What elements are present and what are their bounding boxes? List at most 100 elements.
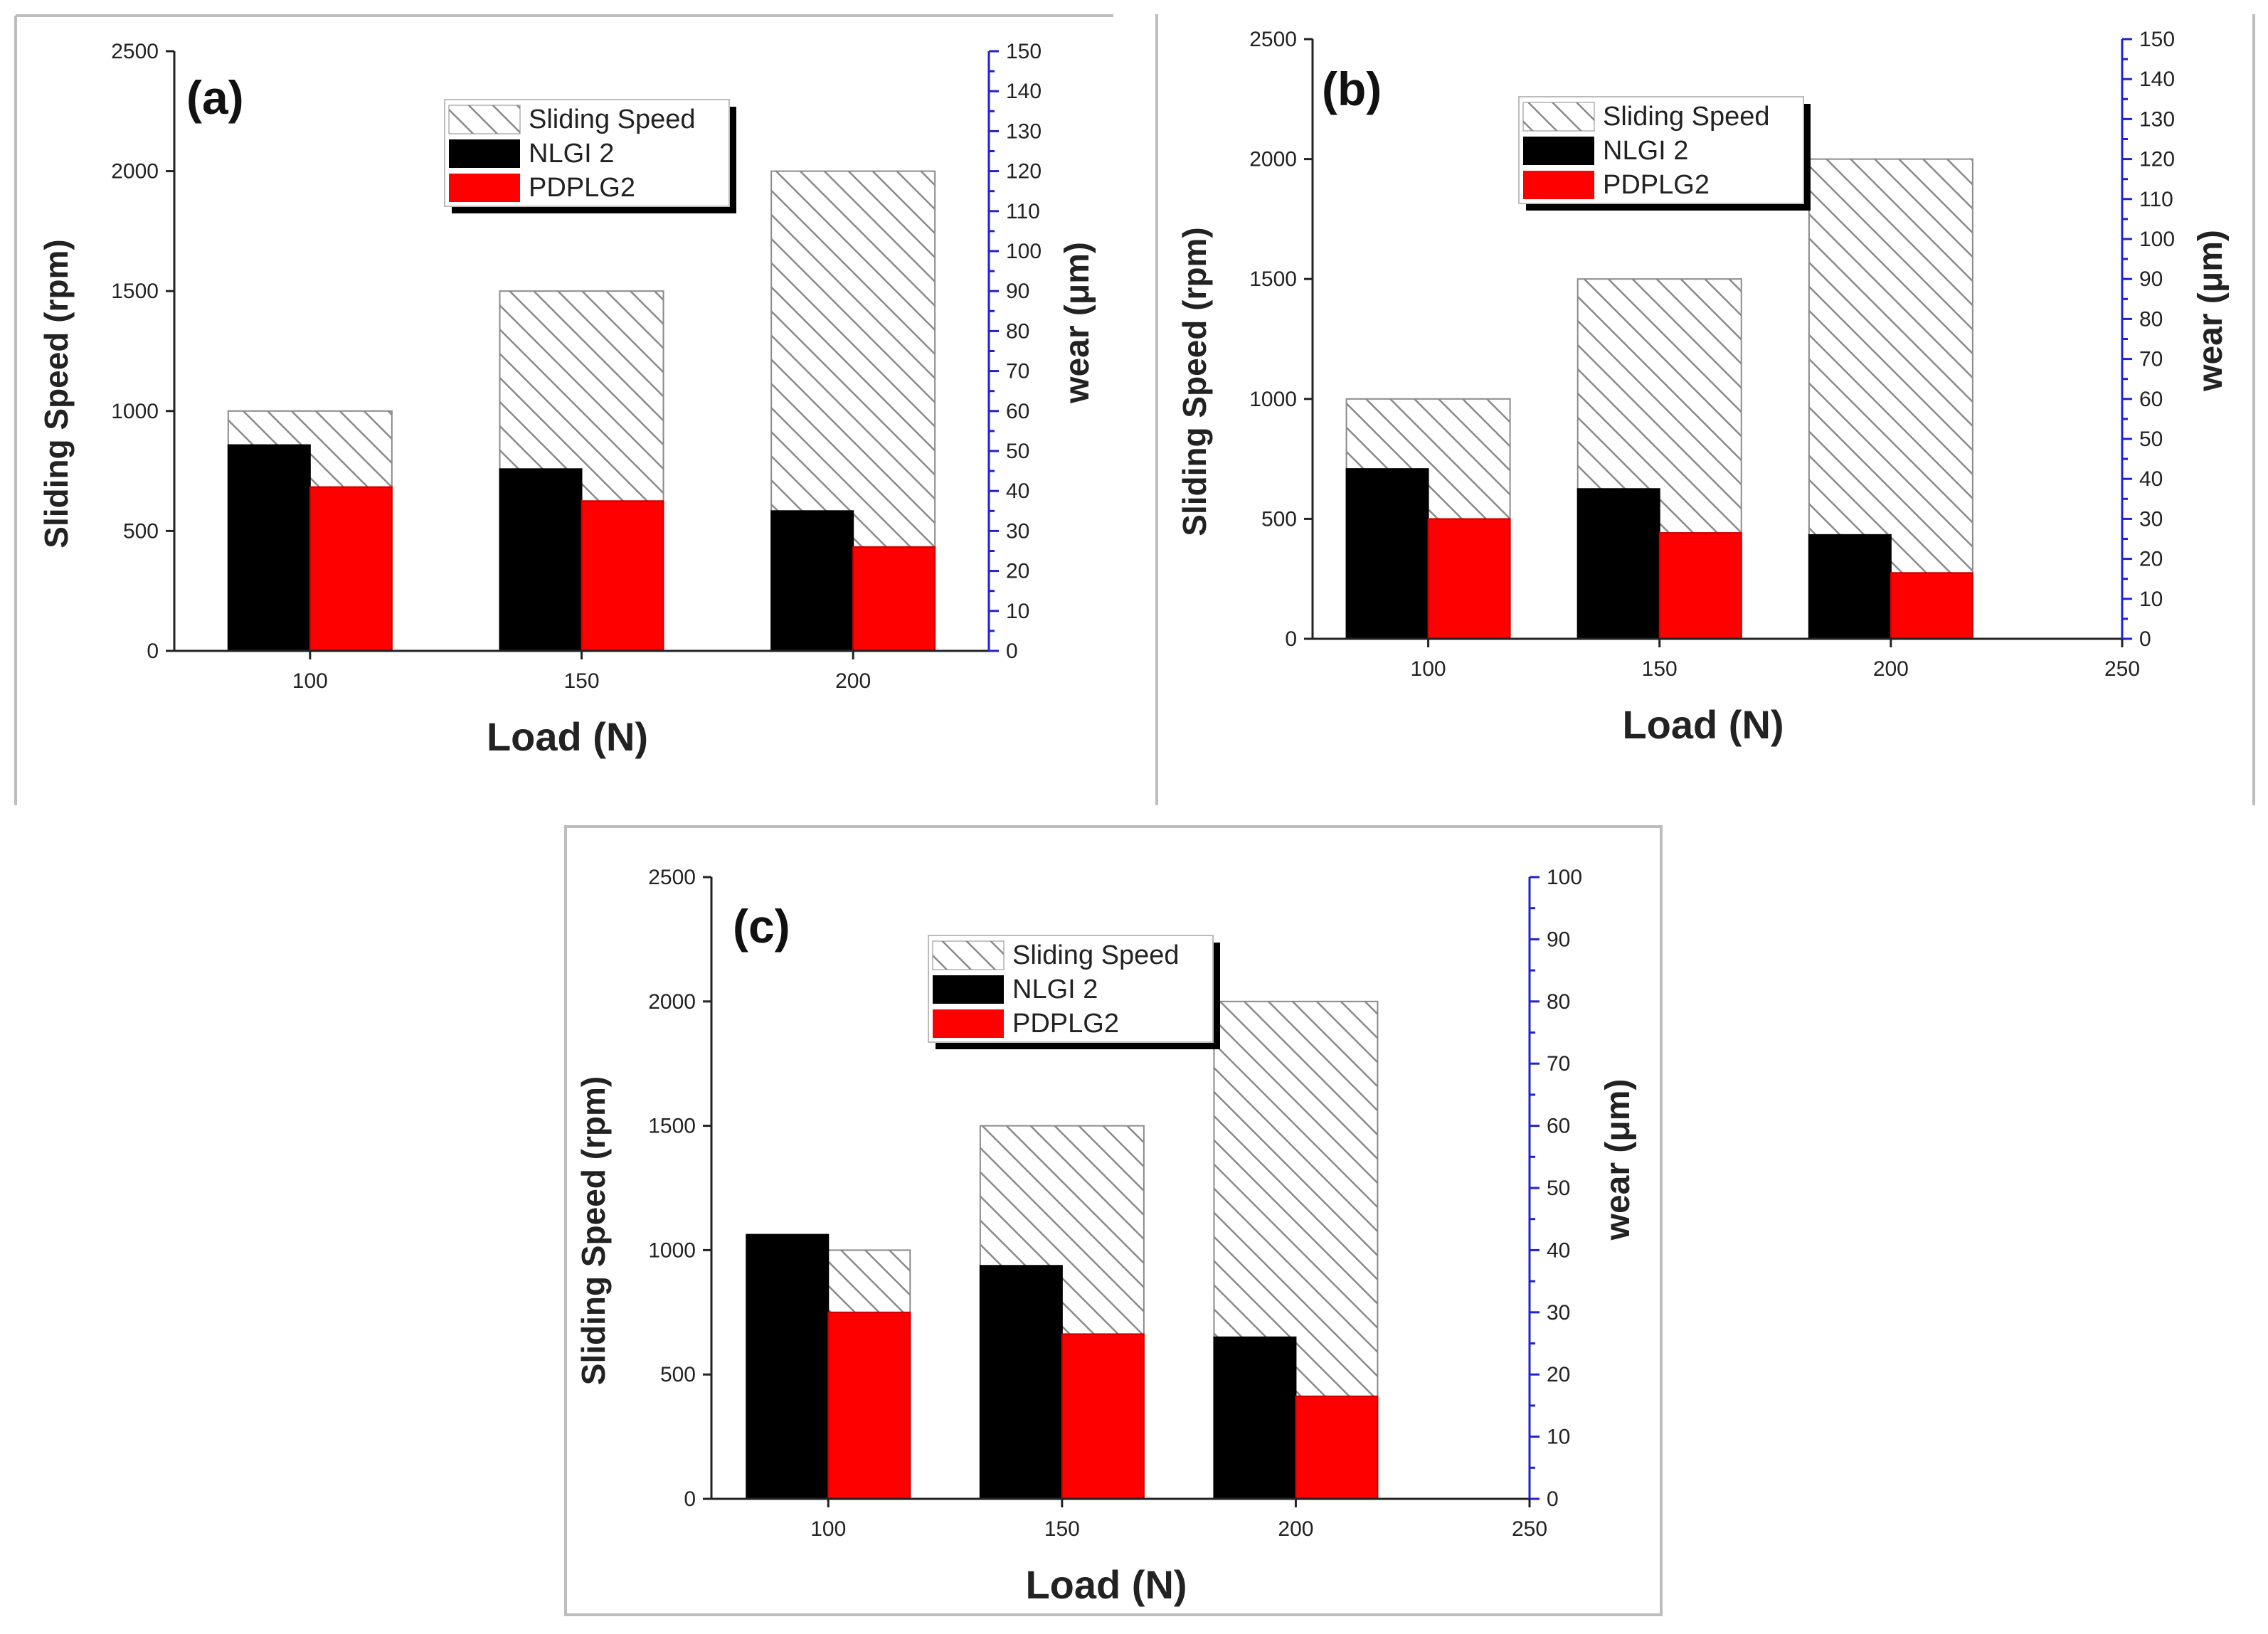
panel-b-bar-pdplg2-200	[1890, 572, 1973, 640]
panel-b-y2tick-label: 90	[2139, 267, 2163, 291]
panel-a-y-axis-title: Sliding Speed (rpm)	[38, 239, 75, 548]
panel-c-y2tick-label: 90	[1547, 928, 1570, 951]
panel-c-legend-swatch-2	[933, 1009, 1004, 1038]
panel-a-y2tick-label: 20	[1006, 560, 1029, 583]
panel-c-y2tick-label: 70	[1547, 1052, 1570, 1076]
panel-c-bar-pdplg2-100	[827, 1311, 911, 1500]
panel-b-y-axis-title: Sliding Speed (rpm)	[1176, 227, 1213, 536]
panel-a-xtick-label: 100	[292, 669, 328, 693]
panel-a-y2tick-label: 110	[1006, 200, 1040, 223]
panel-a-ytick-label: 0	[147, 640, 159, 663]
panel-c-y2tick-label: 10	[1547, 1426, 1570, 1449]
panel-c-label: (c)	[733, 900, 790, 953]
panel-b-y2tick-label: 130	[2139, 107, 2175, 131]
panel-b-y2tick-label: 10	[2139, 588, 2163, 611]
panel-a-y2tick-label: 70	[1006, 360, 1029, 383]
panel-b-y2tick-label: 150	[2139, 28, 2175, 51]
panel-c-legend-label-0: Sliding Speed	[1012, 940, 1180, 970]
panel-c-bar-pdplg2-200	[1295, 1395, 1379, 1500]
panel-c-xtick-label: 150	[1044, 1517, 1080, 1541]
chart-panel-b: 0 500 1000 1500 2000 2500 0 10 20 30 40 50 60 70 80 90 1…	[1176, 28, 2230, 747]
panel-c-bar-nlgi2-100	[746, 1234, 830, 1500]
panel-a-bar-nlgi2-100	[227, 444, 311, 652]
panel-b-bar-nlgi2-200	[1808, 534, 1892, 640]
panel-b-xtick-label: 200	[1873, 657, 1909, 681]
panel-b-y2tick-label: 70	[2139, 348, 2163, 371]
panel-a-y2-axis-title: wear (μm)	[1059, 242, 1096, 404]
panel-b-y2tick-label: 80	[2139, 307, 2163, 331]
panel-c-bar-pdplg2-150	[1061, 1333, 1145, 1500]
panel-a-legend-label-0: Sliding Speed	[529, 105, 696, 134]
panel-c-y2tick-label: 0	[1547, 1487, 1559, 1511]
panel-c-y2tick-label: 60	[1547, 1115, 1570, 1138]
panel-a-y2tick-label: 150	[1006, 40, 1042, 63]
panel-c-y2tick-label: 50	[1547, 1177, 1570, 1200]
panel-c-legend-label-2: PDPLG2	[1012, 1009, 1119, 1039]
panel-b-y2tick-label: 60	[2139, 388, 2163, 411]
panel-a-y2tick-label: 0	[1006, 640, 1018, 663]
panel-b-y2tick-label: 140	[2139, 68, 2175, 91]
panel-a-y2tick-label: 120	[1006, 160, 1042, 184]
panel-a-legend: Sliding Speed NLGI 2 PDPLG2	[444, 99, 736, 213]
panel-b-bar-pdplg2-100	[1427, 518, 1511, 640]
panel-b-y2tick-label: 30	[2139, 507, 2163, 531]
panel-c-y-axis-title: Sliding Speed (rpm)	[575, 1076, 612, 1385]
panel-c-ytick-label: 1500	[648, 1115, 696, 1138]
chart-panel-a: 0 500 1000 1500 2000 2500 0 10 20 30 40 50 60 70 80 90 1…	[38, 40, 1096, 759]
panel-a-y2tick-label: 80	[1006, 319, 1029, 343]
chart-panels: 0500100015002000250001020304050607080901…	[38, 28, 2230, 1607]
panel-a-y2tick-label: 60	[1006, 400, 1029, 423]
panel-c-ytick-label: 0	[684, 1487, 696, 1511]
panel-a-bar-pdplg2-200	[852, 546, 936, 652]
panel-c-y2tick-label: 80	[1547, 990, 1570, 1014]
panel-b-bar-nlgi2-150	[1577, 488, 1660, 640]
panel-b-xtick-label: 150	[1642, 657, 1678, 681]
panel-a-ytick-label: 1500	[111, 280, 159, 303]
panel-c-ytick-label: 2500	[648, 866, 696, 889]
panel-c-x-axis-title: Load (N)	[1025, 1562, 1187, 1607]
panel-b-label: (b)	[1322, 63, 1382, 115]
panel-a-bar-nlgi2-150	[499, 468, 583, 652]
panel-c-xtick-label: 250	[1512, 1517, 1547, 1541]
panel-c-legend-swatch-1	[933, 975, 1004, 1004]
panel-b-y2tick-label: 100	[2139, 228, 2175, 251]
panel-a-bar-nlgi2-200	[770, 510, 854, 652]
panel-c-y2tick-label: 100	[1547, 866, 1582, 889]
panel-a-label: (a)	[186, 71, 244, 124]
panel-a-y2tick-label: 30	[1006, 519, 1029, 543]
panel-b-legend-label-2: PDPLG2	[1603, 170, 1710, 200]
panel-c-y2-axis-title: wear (μm)	[1599, 1079, 1637, 1241]
panel-a-xtick-label: 150	[563, 669, 599, 693]
panel-a-bar-pdplg2-150	[581, 500, 664, 652]
panel-c-legend-swatch-0	[932, 940, 1005, 970]
panel-a-xtick-label: 200	[835, 669, 871, 693]
panel-a-legend-swatch-1	[449, 139, 520, 168]
panel-b-y2tick-label: 120	[2139, 148, 2175, 171]
chart-panel-c: 0 500 1000 1500 2000 2500 0 10 20 30 40 50 60 70 80 90 1…	[575, 866, 1637, 1607]
panel-a-legend-swatch-2	[449, 174, 520, 202]
panel-a-ytick-label: 1000	[111, 400, 159, 423]
panel-b-y2tick-label: 0	[2139, 627, 2151, 651]
panel-b-y2tick-label: 110	[2139, 188, 2173, 211]
panel-b-y2-axis-title: wear (μm)	[2192, 230, 2230, 392]
panel-c-ytick-label: 2000	[648, 990, 696, 1014]
panel-b-y2tick-label: 40	[2139, 467, 2163, 491]
panel-c-xtick-label: 200	[1278, 1517, 1313, 1541]
panel-b-legend-swatch-1	[1523, 137, 1594, 165]
panel-c-ytick-label: 1000	[648, 1238, 696, 1262]
panel-c-legend: Sliding Speed NLGI 2 PDPLG2	[928, 935, 1220, 1049]
panel-a-legend-label-2: PDPLG2	[529, 173, 635, 203]
panel-a-bar-pdplg2-100	[309, 486, 393, 652]
panel-c-y2tick-label: 30	[1547, 1301, 1570, 1325]
panel-b-y2tick-label: 50	[2139, 428, 2163, 451]
panel-a-x-axis-title: Load (N)	[487, 714, 648, 759]
panel-a-y2tick-label: 130	[1006, 120, 1042, 143]
panel-a-legend-swatch-0	[448, 105, 521, 134]
panel-c-bar-nlgi2-150	[979, 1265, 1063, 1500]
panel-a-y2tick-label: 50	[1006, 440, 1029, 463]
panel-b-ytick-label: 0	[1285, 627, 1297, 651]
panel-b-xtick-label: 250	[2104, 657, 2140, 681]
panel-b-legend-label-0: Sliding Speed	[1603, 102, 1770, 132]
